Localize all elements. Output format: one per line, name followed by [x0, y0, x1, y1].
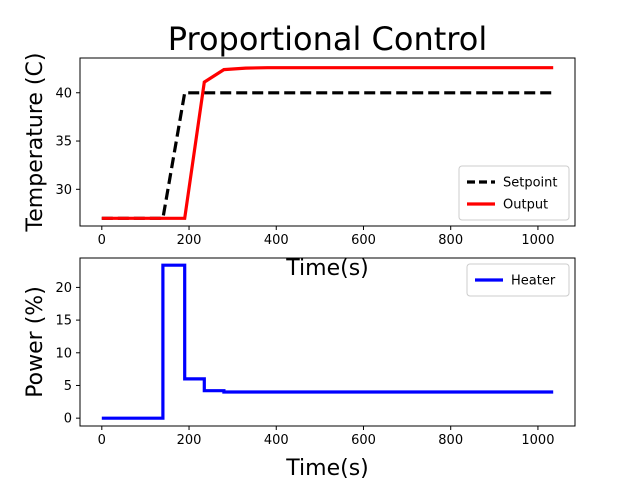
x-axis-label: Time(s) — [285, 256, 368, 281]
x-tick-label: 400 — [264, 433, 289, 448]
plot-frame — [79, 257, 576, 427]
legend: Heater — [466, 263, 570, 297]
x-tick-label: 600 — [351, 433, 376, 448]
x-tick-label: 0 — [98, 233, 106, 248]
y-axis-label: Power (%) — [23, 286, 48, 398]
series-group — [101, 263, 554, 420]
y-axis-label: Temperature (C) — [23, 53, 48, 233]
series-group — [101, 66, 554, 220]
x-tick-label: 1000 — [521, 233, 554, 248]
series-line-output — [101, 66, 554, 220]
y-tick-label: 15 — [55, 314, 72, 329]
plot-frame — [79, 57, 576, 227]
x-tick-label: 0 — [98, 433, 106, 448]
y-tick-label: 20 — [55, 281, 72, 296]
power-plot: 0 200 400 600 800 1000 0 5 10 15 20 Power (%) Time(s… — [23, 257, 576, 480]
legend: Setpoint Output — [458, 165, 570, 221]
legend-box — [458, 165, 570, 221]
x-tick-label: 800 — [438, 433, 463, 448]
x-tick-label: 200 — [177, 233, 202, 248]
y-tick-label: 5 — [64, 379, 72, 394]
temperature-plot: Proportional Control 0 200 400 600 800 1000 30 3… — [23, 20, 576, 281]
chart-title: Proportional Control — [168, 20, 487, 58]
y-tick-label: 35 — [55, 135, 72, 150]
x-tick-label: 1000 — [521, 433, 554, 448]
x-tick-label: 400 — [264, 233, 289, 248]
x-tick-label: 600 — [351, 233, 376, 248]
y-tick-label: 40 — [55, 86, 72, 101]
series-line-heater — [101, 263, 554, 420]
x-tick-label: 200 — [177, 433, 202, 448]
legend-label-output: Output — [503, 198, 548, 213]
legend-box — [466, 263, 570, 297]
y-tick-label: 30 — [55, 183, 72, 198]
y-tick-label: 0 — [64, 412, 72, 427]
legend-label-setpoint: Setpoint — [503, 176, 558, 191]
x-axis-label: Time(s) — [285, 456, 368, 480]
x-tick-label: 800 — [438, 233, 463, 248]
y-tick-label: 10 — [55, 346, 72, 361]
legend-label-heater: Heater — [511, 274, 556, 289]
